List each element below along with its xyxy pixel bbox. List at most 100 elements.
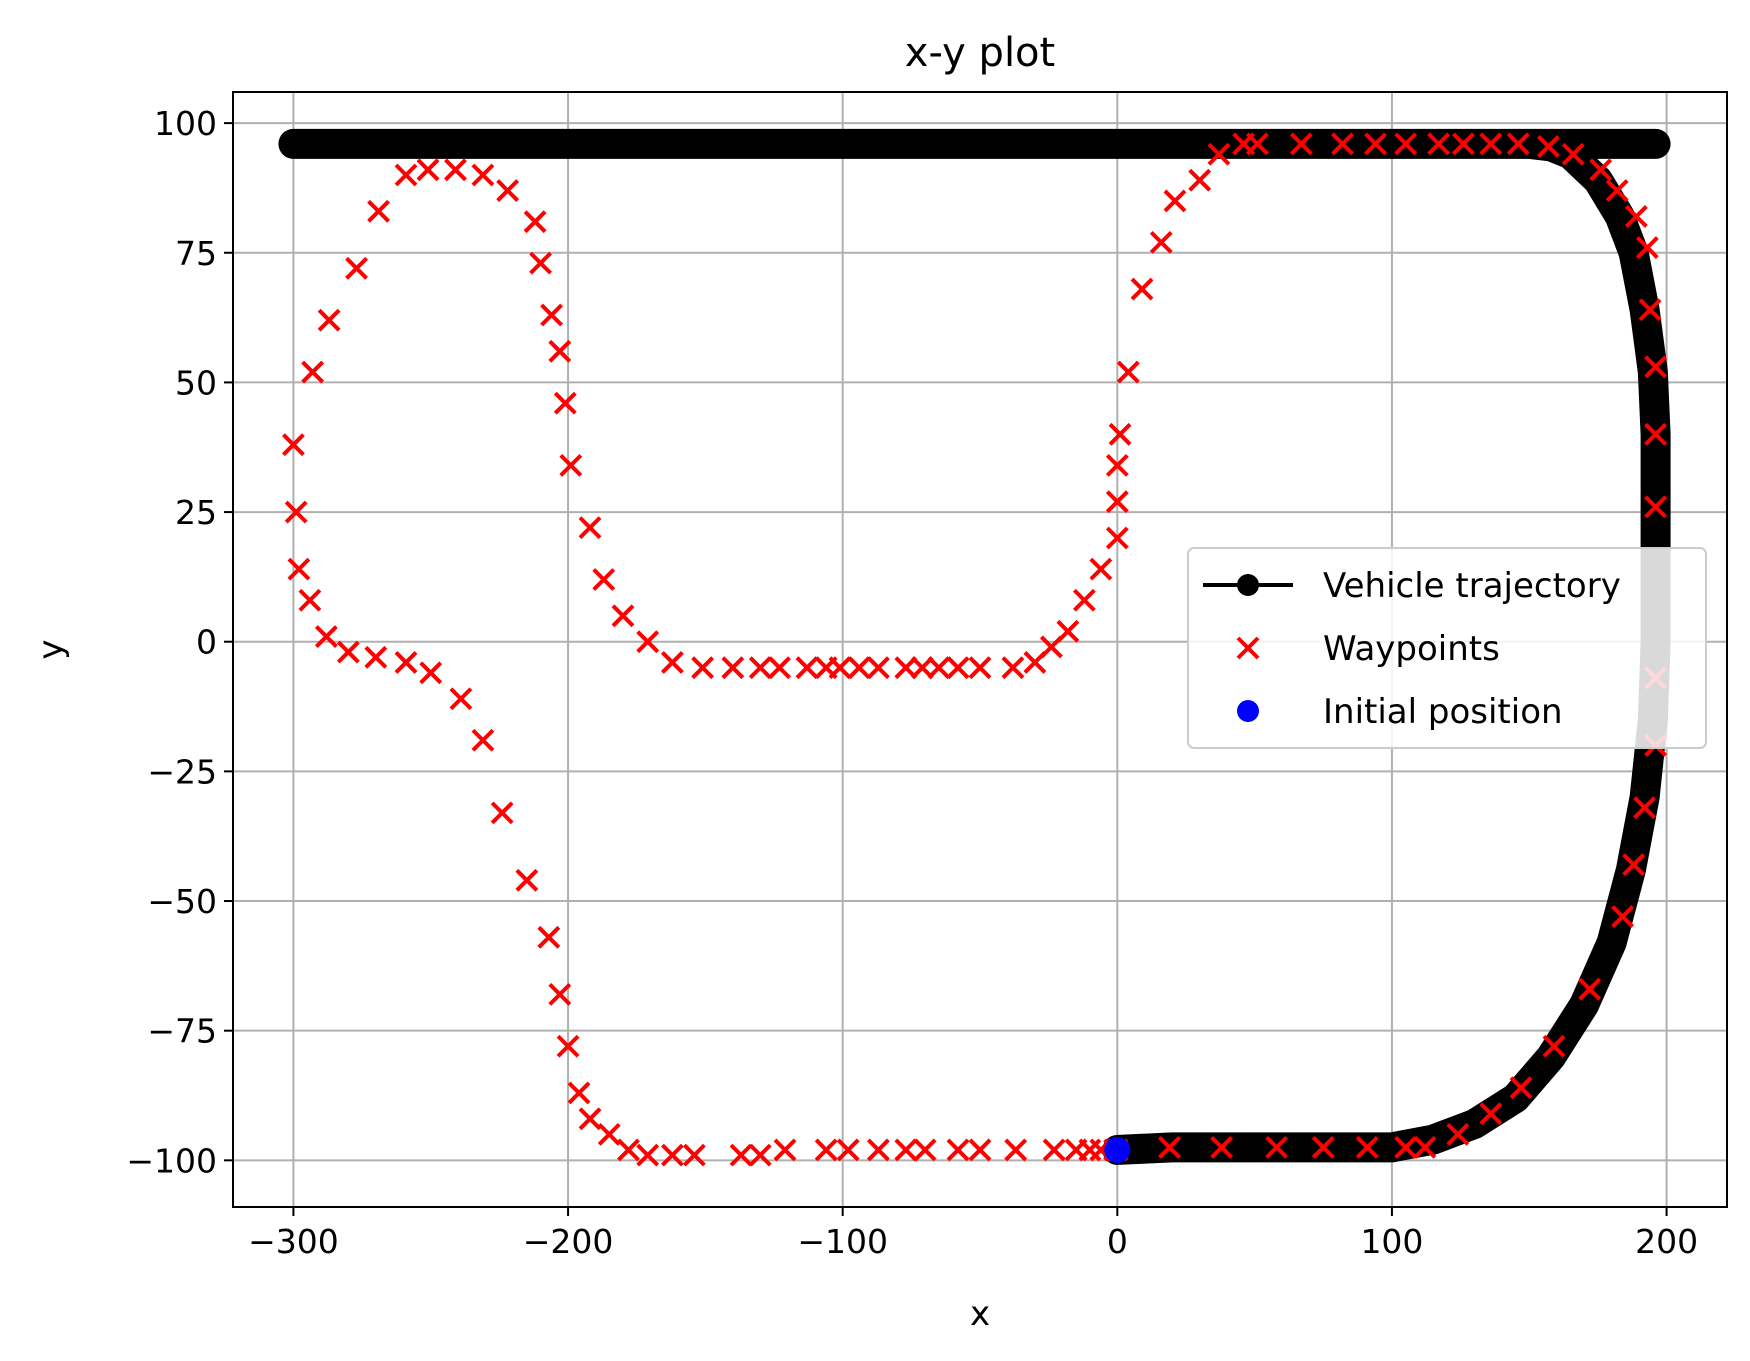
initial-position-marker	[1104, 1136, 1131, 1163]
vehicle-trajectory-point	[664, 130, 691, 157]
waypoint-marker	[548, 982, 572, 1006]
waypoint-marker	[515, 868, 539, 892]
x-tick-label: −300	[248, 1222, 339, 1261]
vehicle-trajectory-point	[747, 130, 774, 157]
waypoint-marker	[968, 1138, 992, 1162]
x-tick-label: 100	[1360, 1222, 1423, 1261]
y-tick-label: −50	[147, 882, 217, 921]
waypoint-marker	[1364, 132, 1387, 156]
waypoint-marker	[1105, 453, 1129, 477]
waypoint-marker	[1105, 490, 1129, 514]
vehicle-trajectory-point	[939, 130, 966, 157]
waypoint-marker	[1644, 495, 1668, 519]
waypoint-marker	[836, 1138, 860, 1162]
legend-initial-marker	[1237, 700, 1259, 722]
waypoint-marker	[540, 303, 563, 327]
y-tick-label: 50	[175, 363, 217, 402]
waypoint-marker	[345, 256, 368, 280]
waypoint-marker	[1611, 905, 1635, 928]
waypoint-marker	[282, 433, 305, 457]
waypoint-marker	[1427, 132, 1451, 156]
waypoint-marker	[691, 656, 715, 680]
waypoint-marker	[301, 360, 325, 384]
vehicle-trajectory-point	[637, 130, 664, 157]
waypoint-marker	[449, 687, 473, 711]
vehicle-trajectory-point	[1159, 130, 1186, 157]
waypoint-marker	[617, 1138, 640, 1162]
vehicle-trajectory-point	[1269, 130, 1296, 157]
vehicle-trajectory-point	[1241, 1134, 1268, 1161]
vehicle-trajectory-point	[774, 130, 801, 157]
x-tick-label: −200	[523, 1222, 614, 1261]
vehicle-trajectory-point	[1461, 1111, 1488, 1138]
waypoint-marker	[1537, 135, 1560, 158]
waypoint-marker	[578, 516, 602, 540]
vehicle-trajectory-point	[802, 130, 829, 157]
waypoint-marker	[946, 1138, 970, 1162]
waypoint-marker	[1451, 132, 1475, 156]
legend-box	[1187, 547, 1707, 749]
waypoint-marker	[490, 801, 514, 825]
waypoint-marker	[1479, 1102, 1503, 1126]
waypoint-marker	[1589, 158, 1613, 182]
vehicle-trajectory-point	[1433, 130, 1460, 157]
legend-label: Vehicle trajectory	[1323, 566, 1621, 606]
vehicle-trajectory-point	[1324, 130, 1351, 157]
waypoint-marker	[1116, 360, 1140, 384]
waypoint-marker	[1605, 179, 1629, 202]
waypoint-marker	[1578, 977, 1602, 1001]
waypoint-marker	[1413, 1135, 1437, 1159]
vehicle-trajectory-point	[1598, 130, 1625, 157]
vehicle-trajectory-point	[1104, 130, 1131, 157]
waypoint-marker	[1289, 132, 1313, 156]
legend: Vehicle trajectory Waypoints Initial posit…	[1187, 547, 1707, 749]
waypoint-marker	[496, 179, 520, 202]
vehicle-trajectory-point	[912, 130, 939, 157]
waypoint-marker	[471, 163, 495, 187]
waypoint-marker	[559, 453, 583, 477]
waypoint-marker	[537, 925, 561, 949]
waypoint-marker	[1394, 1135, 1418, 1159]
waypoint-marker	[1188, 168, 1212, 192]
waypoint-marker	[1089, 557, 1113, 581]
waypoint-marker	[1561, 142, 1585, 166]
vehicle-trajectory-point	[593, 130, 620, 157]
y-tick-label: 100	[154, 104, 217, 143]
waypoint-marker	[773, 1138, 797, 1162]
waypoint-marker	[913, 1138, 937, 1162]
waypoint-marker	[1394, 132, 1418, 156]
waypoint-marker	[394, 163, 418, 187]
waypoint-marker	[567, 1081, 591, 1105]
vehicle-trajectory-point	[615, 130, 642, 157]
y-tick-label: −100	[126, 1141, 217, 1180]
waypoint-marker	[768, 656, 791, 680]
waypoint-marker	[910, 656, 934, 680]
waypoint-marker	[419, 661, 443, 685]
series-layer	[278, 128, 1671, 1167]
waypoint-marker	[1635, 236, 1659, 259]
waypoint-marker	[1311, 1135, 1335, 1159]
waypoint-marker	[1331, 132, 1354, 156]
waypoint-marker	[1633, 796, 1657, 820]
waypoint-marker	[1042, 1138, 1066, 1162]
waypoint-marker	[1644, 422, 1668, 446]
vehicle-trajectory-point	[719, 130, 746, 157]
waypoint-marker	[1072, 588, 1096, 612]
vehicle-trajectory-point	[1571, 991, 1598, 1018]
legend-waypoint-marker	[1236, 636, 1260, 660]
vehicle-trajectory-point	[1041, 130, 1068, 157]
waypoint-marker	[1023, 651, 1047, 674]
waypoint-marker	[367, 199, 390, 223]
waypoint-marker	[1479, 132, 1503, 156]
vehicle-trajectory-point	[349, 130, 376, 157]
waypoint-marker	[471, 728, 495, 752]
waypoint-marker	[1001, 656, 1025, 680]
vehicle-trajectory-point	[321, 130, 348, 157]
waypoint-marker	[1158, 1135, 1181, 1159]
waypoint-marker	[364, 645, 388, 669]
waypoint-marker	[336, 640, 360, 664]
waypoint-marker	[866, 1138, 890, 1162]
waypoint-marker	[748, 656, 772, 680]
waypoint-marker	[946, 656, 970, 680]
y-axis-label: y	[31, 639, 71, 659]
